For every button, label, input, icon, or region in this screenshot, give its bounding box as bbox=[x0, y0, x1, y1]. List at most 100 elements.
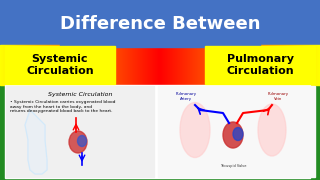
Bar bbox=[159, 45, 160, 85]
Bar bbox=[19, 45, 20, 85]
Bar bbox=[163, 45, 164, 85]
Bar bbox=[253, 45, 254, 85]
Bar bbox=[1, 45, 2, 85]
Bar bbox=[214, 45, 215, 85]
Bar bbox=[60, 45, 61, 85]
Bar bbox=[90, 45, 91, 85]
Bar bbox=[175, 45, 176, 85]
Bar bbox=[233, 45, 234, 85]
Bar bbox=[63, 45, 64, 85]
Bar bbox=[264, 45, 265, 85]
Bar bbox=[160, 45, 161, 85]
Bar bbox=[93, 45, 94, 85]
Bar bbox=[151, 45, 152, 85]
Bar bbox=[107, 45, 108, 85]
Bar bbox=[54, 45, 55, 85]
Bar bbox=[148, 45, 149, 85]
Bar bbox=[80, 45, 81, 85]
Bar bbox=[266, 45, 267, 85]
Bar bbox=[312, 45, 313, 85]
Bar bbox=[143, 45, 144, 85]
Bar bbox=[291, 45, 292, 85]
Bar bbox=[272, 45, 273, 85]
Bar bbox=[26, 45, 27, 85]
Bar bbox=[220, 45, 221, 85]
Bar bbox=[5, 85, 310, 178]
Bar bbox=[282, 45, 283, 85]
Bar bbox=[68, 45, 69, 85]
Bar bbox=[241, 45, 242, 85]
Bar bbox=[79, 45, 80, 85]
Bar bbox=[181, 45, 182, 85]
Bar bbox=[5, 46, 115, 84]
Bar bbox=[55, 45, 56, 85]
Bar bbox=[171, 45, 172, 85]
Bar bbox=[126, 45, 127, 85]
Bar bbox=[248, 45, 249, 85]
Bar bbox=[194, 45, 195, 85]
Bar bbox=[259, 45, 260, 85]
Bar bbox=[198, 45, 199, 85]
Text: Systemic Circulation: Systemic Circulation bbox=[48, 92, 112, 97]
Bar bbox=[36, 45, 37, 85]
Text: Systemic
Circulation: Systemic Circulation bbox=[26, 54, 94, 76]
Bar bbox=[122, 45, 123, 85]
Bar bbox=[267, 45, 268, 85]
Bar bbox=[75, 45, 76, 85]
Bar bbox=[86, 45, 87, 85]
Bar bbox=[103, 45, 104, 85]
Bar bbox=[274, 45, 275, 85]
Bar bbox=[71, 45, 72, 85]
Bar bbox=[51, 45, 52, 85]
Bar bbox=[42, 45, 43, 85]
Bar bbox=[129, 45, 130, 85]
Bar bbox=[216, 45, 217, 85]
Bar bbox=[168, 45, 169, 85]
Bar bbox=[302, 45, 303, 85]
Bar bbox=[31, 45, 32, 85]
Bar bbox=[192, 45, 193, 85]
Bar bbox=[82, 45, 83, 85]
Bar bbox=[261, 45, 262, 85]
Bar bbox=[205, 45, 206, 85]
Bar bbox=[294, 45, 295, 85]
Bar bbox=[305, 45, 306, 85]
Bar bbox=[7, 45, 8, 85]
Bar bbox=[13, 45, 14, 85]
Bar bbox=[234, 45, 235, 85]
Bar bbox=[24, 45, 25, 85]
Bar bbox=[185, 45, 186, 85]
Bar bbox=[30, 45, 31, 85]
Bar bbox=[56, 45, 57, 85]
Bar bbox=[115, 45, 116, 85]
Bar bbox=[231, 45, 232, 85]
Bar bbox=[17, 45, 18, 85]
Bar bbox=[28, 45, 29, 85]
Bar bbox=[258, 45, 259, 85]
Bar bbox=[315, 45, 316, 85]
Bar bbox=[118, 45, 119, 85]
Bar bbox=[76, 45, 77, 85]
Bar bbox=[119, 45, 120, 85]
Bar bbox=[295, 45, 296, 85]
Bar bbox=[98, 45, 99, 85]
Bar bbox=[225, 45, 226, 85]
Bar bbox=[134, 45, 135, 85]
Bar bbox=[287, 45, 288, 85]
Bar bbox=[187, 45, 188, 85]
Bar bbox=[140, 45, 141, 85]
Bar bbox=[128, 45, 129, 85]
Bar bbox=[16, 45, 17, 85]
Bar bbox=[318, 45, 319, 85]
Bar bbox=[112, 45, 113, 85]
Bar bbox=[97, 45, 98, 85]
Bar bbox=[269, 45, 270, 85]
Bar bbox=[65, 45, 66, 85]
Bar bbox=[74, 45, 75, 85]
Bar bbox=[235, 45, 236, 85]
Bar bbox=[27, 45, 28, 85]
Bar bbox=[95, 45, 96, 85]
Bar bbox=[8, 45, 9, 85]
Bar bbox=[288, 45, 289, 85]
Bar bbox=[91, 45, 92, 85]
